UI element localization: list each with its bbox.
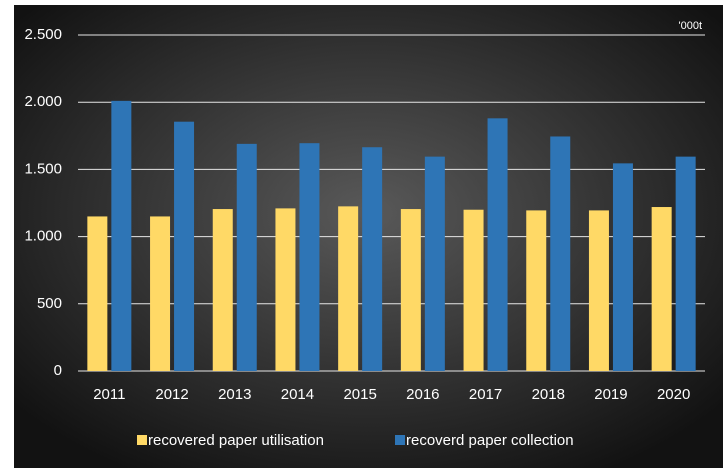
bar [400, 209, 421, 371]
bar [612, 163, 633, 371]
x-tick-label: 2013 [218, 386, 251, 403]
x-tick-label: 2011 [93, 386, 125, 403]
bar [87, 216, 108, 371]
x-tick-label: 2015 [343, 386, 376, 403]
bar [487, 118, 508, 371]
legend-swatch [137, 435, 147, 445]
x-tick-label: 2018 [532, 386, 565, 403]
x-tick-label: 2014 [281, 386, 314, 403]
bar [111, 100, 132, 371]
legend-label: recoverd paper collection [406, 432, 574, 449]
y-tick-label: 1.000 [24, 228, 62, 245]
bar [362, 147, 383, 371]
unit-annotation: '000t [678, 20, 702, 32]
bar [236, 143, 257, 371]
y-tick-label: 1.500 [24, 160, 62, 177]
legend-swatch [395, 435, 405, 445]
x-tick-label: 2012 [155, 386, 188, 403]
bar [463, 209, 484, 371]
bar [299, 143, 320, 371]
x-tick-label: 2017 [469, 386, 502, 403]
y-tick-label: 0 [54, 362, 62, 379]
bar [550, 136, 571, 371]
x-tick-label: 2020 [657, 386, 690, 403]
x-tick-label: 2019 [594, 386, 627, 403]
y-tick-label: 2.000 [24, 93, 62, 110]
bar [338, 206, 359, 371]
bar [675, 156, 696, 371]
bar [651, 207, 672, 371]
bar [174, 121, 195, 371]
bar [588, 210, 609, 371]
bar [526, 210, 547, 371]
bar [424, 156, 445, 371]
y-tick-label: 500 [37, 295, 62, 312]
legend-label: recovered paper utilisation [148, 432, 324, 449]
bar [275, 208, 296, 371]
bar [150, 216, 171, 371]
x-tick-label: 2016 [406, 386, 439, 403]
bar [212, 209, 233, 371]
y-tick-label: 2.500 [24, 26, 62, 43]
